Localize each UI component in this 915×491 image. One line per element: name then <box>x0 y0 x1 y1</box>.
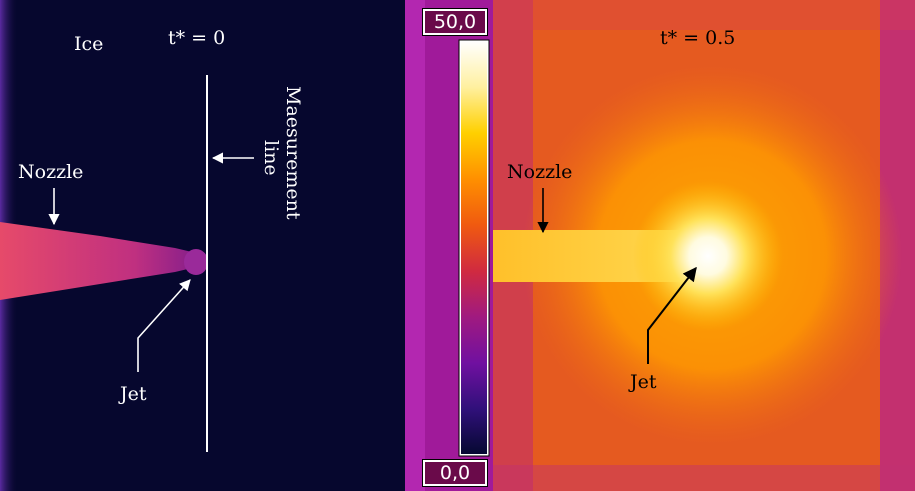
left-jet-arrow <box>137 279 191 372</box>
color-bar <box>459 40 489 456</box>
right-nozzle-label: Nozzle <box>507 161 572 183</box>
right-thermal-panel <box>493 0 915 491</box>
left-jet-label: Jet <box>118 383 147 405</box>
right-time-label: t* = 0.5 <box>660 27 735 49</box>
measurement-line-label: Maesurement line <box>260 86 304 220</box>
left-jet-spot <box>184 249 208 275</box>
left-thermal-panel <box>0 0 405 491</box>
color-scale-strip <box>405 0 493 491</box>
right-jet-label: Jet <box>628 371 657 393</box>
left-nozzle-label: Nozzle <box>18 161 83 183</box>
left-nozzle-plume <box>0 222 192 300</box>
right-hot-spot <box>633 181 783 331</box>
measurement-label-line1: Maesurement <box>282 86 304 220</box>
right-jet-arrow <box>647 266 697 364</box>
measurement-label-line2: line <box>260 140 282 176</box>
color-scale-max-label: 50,0 <box>422 8 488 36</box>
color-scale-min-label: 0,0 <box>422 459 488 487</box>
left-time-label: t* = 0 <box>168 27 225 49</box>
ice-label: Ice <box>74 33 103 55</box>
